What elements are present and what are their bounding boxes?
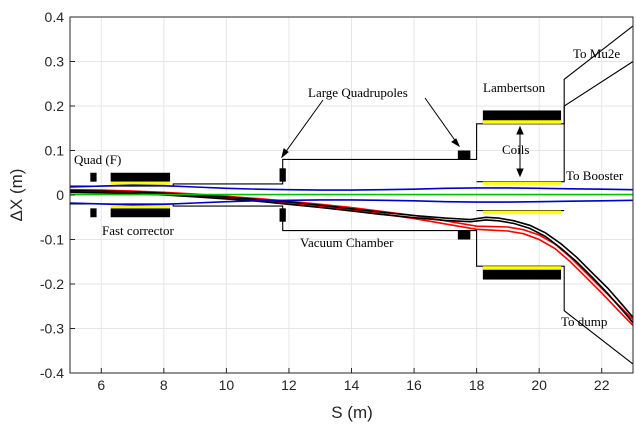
x-tick-label-8: 22 — [594, 377, 610, 393]
corrector-coil-1 — [110, 205, 171, 209]
arrowhead-coils-up — [516, 125, 524, 135]
annotation-lambertson: Lambertson — [483, 80, 546, 95]
y-tick-label-5: -0.1 — [40, 232, 64, 248]
annotation-large-quadrupoles: Large Quadrupoles — [308, 85, 408, 100]
annotation-fast-corrector: Fast corrector — [102, 223, 175, 238]
trajectory-black-3 — [69, 191, 634, 324]
corrector-coil-0 — [110, 181, 171, 185]
arrow-large-quad-right — [424, 97, 460, 147]
annotation-to-mu2e: To Mu2e — [573, 46, 620, 61]
annotation-arrows — [281, 97, 524, 178]
y-tick-label-1: 0.3 — [45, 54, 65, 70]
y-tick-label-8: -0.4 — [40, 365, 64, 381]
annotation-to-dump: To dump — [561, 314, 607, 329]
trajectory-red-1 — [69, 190, 634, 326]
coil-3 — [482, 210, 562, 215]
annotation-quad-f: Quad (F) — [74, 152, 121, 167]
chamber-wall-upper — [70, 25, 634, 187]
x-tick-label-3: 12 — [281, 377, 297, 393]
quad-magnet-6 — [457, 150, 471, 160]
annotation-vacuum-chamber: Vacuum Chamber — [300, 235, 394, 250]
x-axis-label: S (m) — [331, 403, 373, 422]
axis-ticks: 6 8 10 12 14 16 18 20 22 0.4 0.3 0.2 0.1 0 -0.1 -0.2 -0.… — [40, 9, 610, 393]
x-tick-label-1: 8 — [160, 377, 168, 393]
coil-0 — [482, 120, 562, 124]
chamber-wall-lower — [70, 203, 634, 365]
quad-magnet-4 — [279, 168, 286, 182]
annotations: Quad (F) Fast corrector Large Quadrupole… — [74, 46, 624, 329]
arrow-large-quad-left — [281, 99, 324, 158]
x-tick-label-5: 16 — [406, 377, 422, 393]
arrowhead-large-quad-left — [281, 148, 289, 159]
y-axis-label: ΔX (m) — [7, 169, 26, 222]
coil-1 — [482, 266, 562, 270]
x-tick-label-4: 14 — [344, 377, 360, 393]
trajectory-blue-4 — [69, 184, 634, 191]
trajectory-blue-5 — [69, 199, 634, 206]
plot-frame — [69, 16, 634, 374]
magnet-blocks — [90, 110, 562, 280]
y-tick-label-7: -0.3 — [40, 321, 64, 337]
arrowhead-coils-down — [516, 168, 524, 178]
quad-magnet-5 — [279, 208, 286, 222]
corrector-magnet-2 — [110, 172, 171, 182]
x-tick-label-2: 10 — [219, 377, 235, 393]
corrector-magnet-3 — [110, 208, 171, 218]
quad-magnet-0 — [90, 172, 97, 182]
beam-trajectories — [69, 184, 634, 326]
x-tick-label-6: 18 — [469, 377, 485, 393]
quad-magnet-7 — [457, 230, 471, 240]
coil-2 — [482, 181, 562, 185]
arrowhead-large-quad-right — [451, 138, 461, 148]
y-tick-label-6: -0.2 — [40, 276, 64, 292]
x-tick-label-7: 20 — [531, 377, 547, 393]
y-tick-label-3: 0.1 — [45, 143, 65, 159]
y-tick-label-0: 0.4 — [45, 9, 65, 25]
quad-magnet-1 — [90, 208, 97, 218]
y-tick-label-4: 0 — [56, 187, 64, 203]
y-tick-label-2: 0.2 — [45, 98, 65, 114]
annotation-coils: Coils — [502, 142, 529, 157]
annotation-to-booster: To Booster — [566, 168, 624, 183]
x-tick-label-0: 6 — [97, 377, 105, 393]
